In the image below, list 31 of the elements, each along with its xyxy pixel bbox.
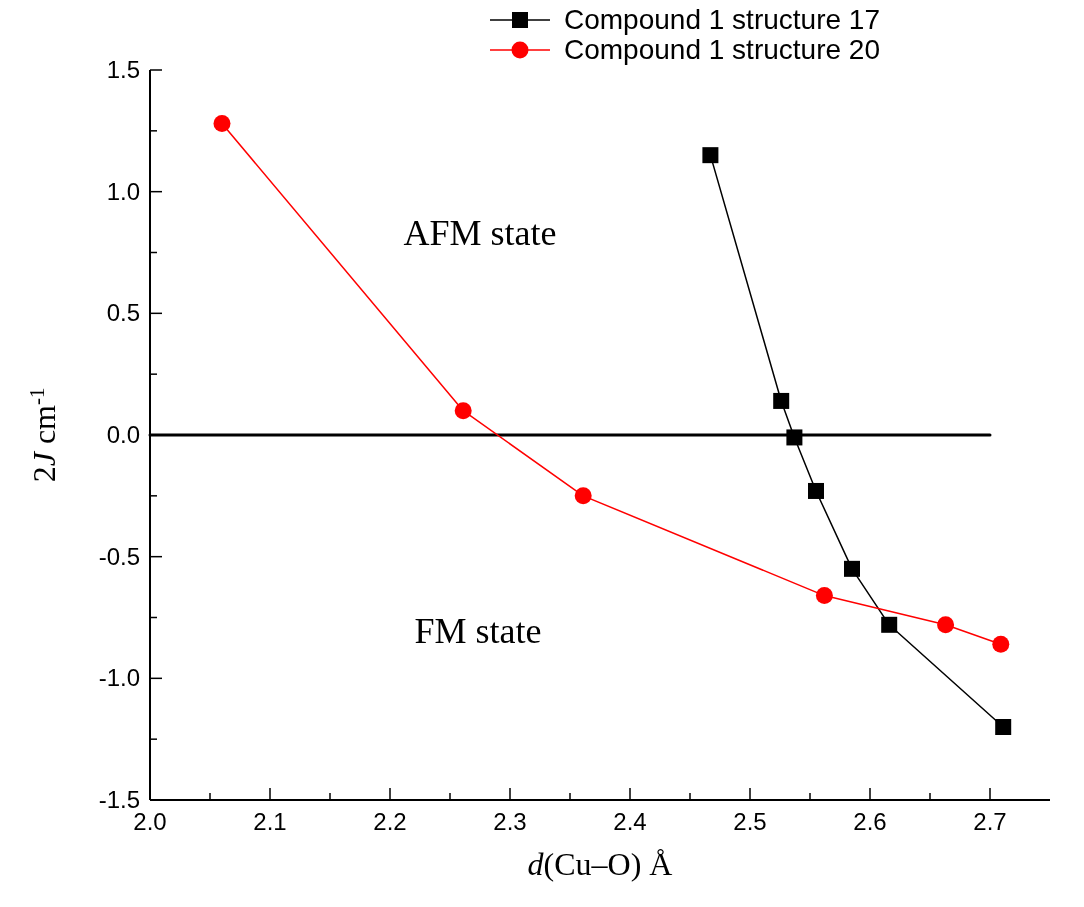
point <box>995 719 1012 735</box>
point <box>815 587 833 605</box>
point <box>786 429 803 446</box>
annotation: FM state <box>414 611 542 651</box>
point <box>844 560 860 577</box>
x-tick-label: 2.4 <box>613 808 647 835</box>
annotation: AFM state <box>403 213 557 253</box>
y-tick-label: 0.5 <box>106 299 140 327</box>
y-tick-label: 0.0 <box>106 421 140 448</box>
point <box>937 616 955 634</box>
point <box>454 402 472 420</box>
y-tick-label: -1.0 <box>98 664 140 692</box>
point <box>773 392 790 409</box>
y-tick-label: 1.5 <box>106 56 140 83</box>
y-tick-label: -0.5 <box>98 542 140 570</box>
x-tick-label: 2.3 <box>493 808 527 835</box>
x-tick-label: 2.6 <box>853 808 887 835</box>
x-tick-label: 2.7 <box>973 808 1007 835</box>
point <box>808 482 824 499</box>
legend-label: Compound 1 structure 17 <box>564 4 880 35</box>
x-tick-label: 2.2 <box>373 808 407 835</box>
legend-label: Compound 1 structure 20 <box>564 34 880 65</box>
point <box>881 616 898 633</box>
x-axis-title: d(Cu–O) Å <box>527 846 673 882</box>
x-tick-label: 2.5 <box>733 808 767 835</box>
point <box>992 635 1010 653</box>
point <box>702 147 719 164</box>
point <box>574 487 592 505</box>
y-tick-label: 1.0 <box>106 177 140 205</box>
x-tick-label: 2.1 <box>253 808 287 835</box>
point <box>213 115 231 133</box>
